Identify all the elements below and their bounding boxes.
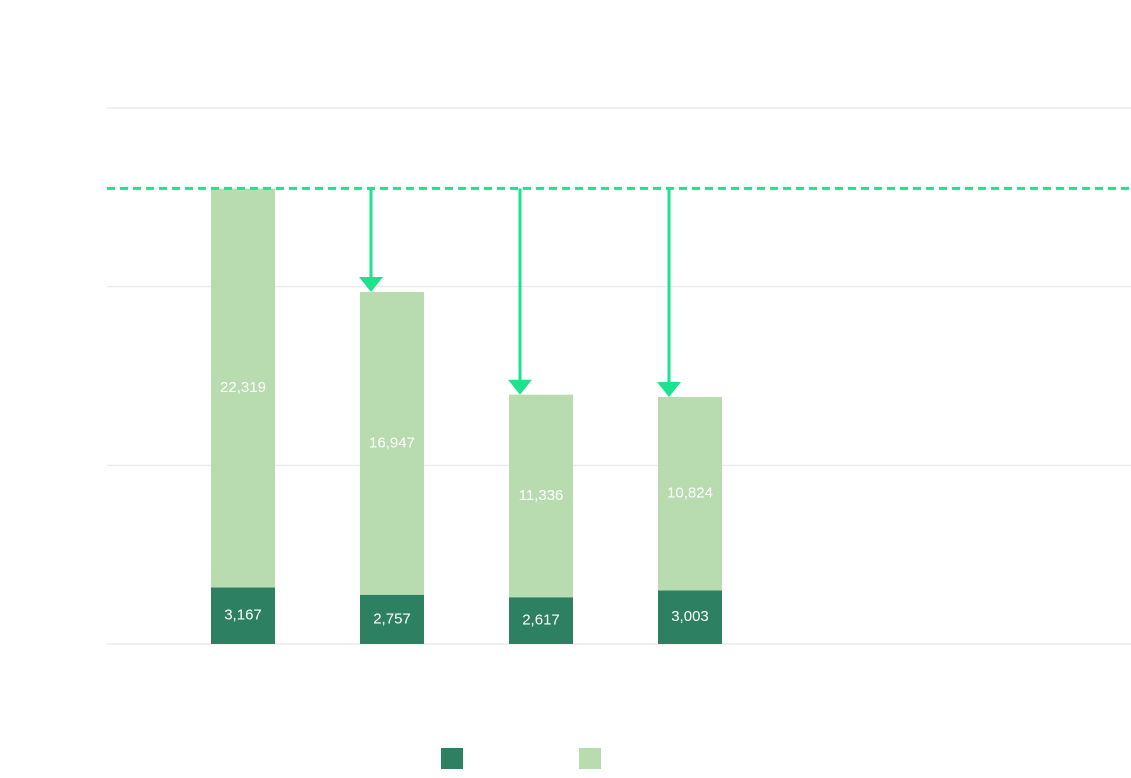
data-label: 3,167 bbox=[224, 607, 262, 624]
bar-segment bbox=[658, 396, 722, 591]
data-label: 16,947 bbox=[369, 434, 415, 451]
bar-segment bbox=[360, 594, 424, 644]
arrow-head bbox=[657, 381, 681, 397]
data-label: 2,757 bbox=[373, 610, 411, 627]
data-label: 10,824 bbox=[667, 485, 713, 502]
bar-segment bbox=[658, 590, 722, 644]
arrow-head bbox=[359, 276, 383, 292]
legend-swatch bbox=[441, 748, 463, 769]
data-label: 11,336 bbox=[519, 487, 564, 504]
bar-segment bbox=[211, 587, 275, 644]
bar-segment bbox=[211, 188, 275, 588]
legend-swatch bbox=[579, 748, 601, 769]
arrow-head bbox=[508, 379, 532, 395]
bar-segment bbox=[509, 394, 573, 598]
data-label: 3,003 bbox=[671, 608, 709, 625]
data-label: 2,617 bbox=[522, 612, 560, 629]
bar-segment bbox=[509, 597, 573, 644]
data-label: 22,319 bbox=[220, 379, 266, 396]
bar-segment bbox=[360, 291, 424, 595]
